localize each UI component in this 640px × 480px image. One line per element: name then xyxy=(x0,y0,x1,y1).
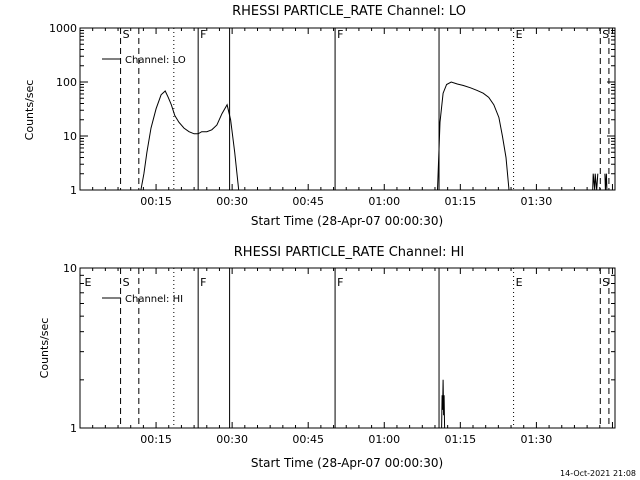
series-line xyxy=(604,173,608,191)
y-tick-label: 10 xyxy=(63,262,77,275)
x-tick-label: 00:45 xyxy=(292,195,324,208)
chart-title-hi: RHESSI PARTICLE_RATE Channel: HI xyxy=(234,245,464,260)
y-tick-label: 1 xyxy=(70,422,77,435)
event-marker-label: S xyxy=(123,276,130,289)
x-axis-label-lo: Start Time (28-Apr-07 00:00:30) xyxy=(251,214,443,228)
event-marker-label: F xyxy=(200,28,206,41)
x-tick-label: 00:15 xyxy=(140,433,172,446)
y-axis-label-hi: Counts/sec xyxy=(38,318,51,379)
x-tick-label: 01:30 xyxy=(521,433,553,446)
y-tick-label: 1 xyxy=(70,184,77,197)
event-marker-label: S xyxy=(602,28,609,41)
event-marker-label: E xyxy=(516,28,523,41)
event-marker-label: F xyxy=(200,276,206,289)
x-tick-label: 01:30 xyxy=(521,195,553,208)
x-tick-label: 00:30 xyxy=(216,433,248,446)
x-tick-label: 00:15 xyxy=(140,195,172,208)
event-marker-label: F xyxy=(337,276,343,289)
event-marker-label: S xyxy=(602,276,609,289)
series-line xyxy=(437,81,510,191)
series-hi xyxy=(441,379,446,429)
x-axis-label-hi: Start Time (28-Apr-07 00:00:30) xyxy=(251,456,443,470)
y-tick-label: 100 xyxy=(56,76,77,89)
series-line xyxy=(441,379,446,429)
legend-label-hi: Channel: HI xyxy=(125,294,183,305)
series-line xyxy=(140,90,240,191)
legend-label-lo: Channel: LO xyxy=(125,55,186,66)
event-marker-label: S xyxy=(123,28,130,41)
series-line xyxy=(592,173,599,191)
y-tick-label: 10 xyxy=(63,130,77,143)
x-tick-label: 01:00 xyxy=(368,195,400,208)
event-marker-label: E xyxy=(516,276,523,289)
x-tick-label: 01:15 xyxy=(444,195,476,208)
plot-frame-lo xyxy=(79,27,616,191)
series-lo xyxy=(140,81,608,191)
event-marker-label: F xyxy=(337,28,343,41)
panel-hi: RHESSI PARTICLE_RATE Channel: HI 00:15 00… xyxy=(38,245,616,470)
x-tick-label: 01:15 xyxy=(444,433,476,446)
chart-title-lo: RHESSI PARTICLE_RATE Channel: LO xyxy=(232,4,466,19)
event-marker-label: E xyxy=(85,276,92,289)
plot-frame-hi xyxy=(79,267,616,429)
axis-ticks-hi: 00:15 00:30 00:45 01:00 01:15 01:30 1 10 xyxy=(63,262,615,446)
axis-ticks-lo: 00:15 00:30 00:45 01:00 01:15 01:30 1 10 100 1000 xyxy=(49,22,615,208)
x-tick-label: 00:30 xyxy=(216,195,248,208)
y-tick-label: 1000 xyxy=(49,22,77,35)
timestamp: 14-Oct-2021 21:08 xyxy=(560,469,636,478)
y-axis-label-lo: Counts/sec xyxy=(23,80,36,141)
panel-lo: RHESSI PARTICLE_RATE Channel: LO 00:15 00… xyxy=(23,4,616,228)
x-tick-label: 01:00 xyxy=(368,433,400,446)
x-tick-label: 00:45 xyxy=(292,433,324,446)
